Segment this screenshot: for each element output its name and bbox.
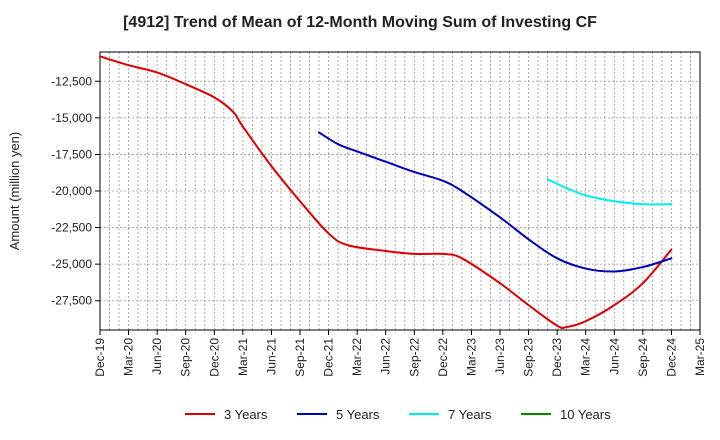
x-tick-label: Dec-19 (93, 338, 107, 377)
x-tick-label: Sep-24 (636, 338, 650, 377)
x-tick-label: Jun-21 (264, 338, 278, 375)
x-tick-label: Sep-20 (179, 338, 193, 377)
chart-title: [4912] Trend of Mean of 12-Month Moving … (123, 14, 597, 31)
x-tick-label: Mar-20 (122, 338, 136, 376)
y-axis: -12,500 -15,000 -17,500 -20,000 -22,500 -25,0… (51, 74, 100, 308)
series-line-7-years (546, 178, 673, 206)
y-tick-label: -20,000 (51, 184, 92, 198)
x-tick-label: Mar-24 (579, 338, 593, 376)
x-tick-label: Dec-24 (664, 338, 678, 377)
x-tick-label: Dec-22 (436, 338, 450, 377)
x-tick-label: Sep-21 (293, 338, 307, 377)
legend: 3 Years 5 Years 7 Years 10 Years (185, 407, 611, 422)
legend-label-10-years: 10 Years (560, 407, 611, 422)
x-tick-label: Mar-25 (693, 338, 707, 376)
legend-label-3-years: 3 Years (224, 407, 268, 422)
y-tick-label: -27,500 (51, 294, 92, 308)
x-tick-label: Mar-21 (236, 338, 250, 376)
x-tick-label: Dec-21 (322, 338, 336, 377)
series-line-3-years (99, 55, 673, 329)
x-tick-label: Dec-23 (550, 338, 564, 377)
x-tick-label: Sep-22 (407, 338, 421, 377)
x-tick-label: Mar-22 (350, 338, 364, 376)
y-tick-label: -22,500 (51, 221, 92, 235)
legend-label-5-years: 5 Years (336, 407, 380, 422)
y-axis-title: Amount (million yen) (7, 132, 22, 251)
series-layer (99, 55, 673, 329)
series-line-5-years (318, 131, 673, 273)
legend-label-7-years: 7 Years (448, 407, 492, 422)
y-tick-label: -12,500 (51, 74, 92, 88)
grid-layer (100, 52, 700, 330)
x-tick-label: Jun-23 (493, 338, 507, 375)
y-tick-label: -25,000 (51, 257, 92, 271)
x-tick-label: Jun-24 (607, 338, 621, 375)
x-tick-label: Jun-20 (150, 338, 164, 375)
x-tick-label: Jun-22 (379, 338, 393, 375)
x-axis: Dec-19 Mar-20 Jun-20 Sep-20 Dec-20 Mar-21 Jun-… (93, 330, 707, 377)
y-tick-label: -15,000 (51, 111, 92, 125)
x-tick-label: Mar-23 (464, 338, 478, 376)
x-tick-label: Sep-23 (522, 338, 536, 377)
y-tick-label: -17,500 (51, 147, 92, 161)
x-tick-label: Dec-20 (207, 338, 221, 377)
